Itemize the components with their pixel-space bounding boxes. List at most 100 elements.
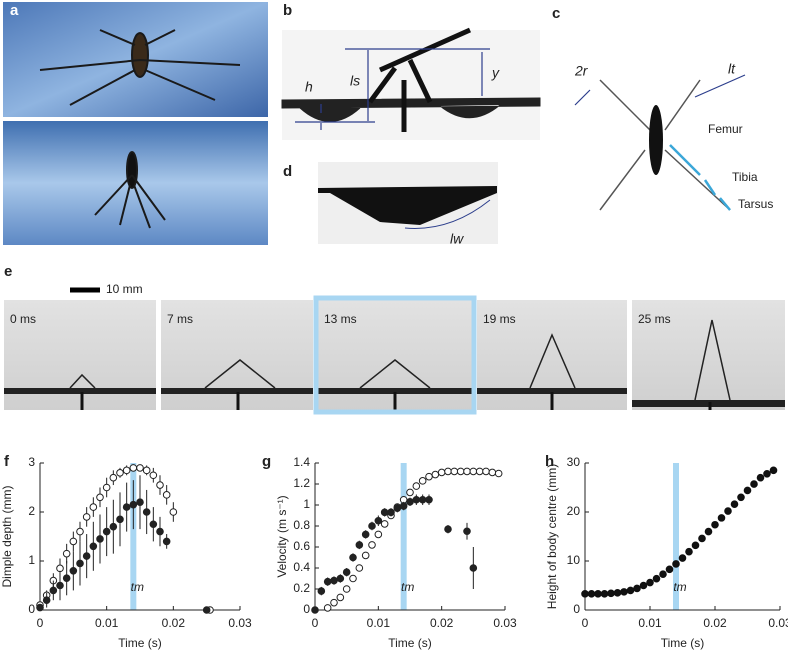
data-point xyxy=(594,590,602,598)
data-point xyxy=(49,586,58,595)
annotation-lines xyxy=(295,48,490,130)
data-point xyxy=(633,584,641,593)
data-point xyxy=(36,603,44,612)
data-point xyxy=(425,495,433,504)
x-tick-label: 0 xyxy=(37,616,44,630)
data-point xyxy=(399,502,408,510)
data-point xyxy=(463,527,471,536)
data-point xyxy=(678,554,687,562)
marker-label: tm xyxy=(401,580,414,594)
data-point xyxy=(743,486,752,495)
data-point xyxy=(769,466,778,475)
y-tick-label: 1 xyxy=(28,553,35,567)
data-point xyxy=(102,527,111,536)
y-tick-label: 0 xyxy=(303,602,310,616)
y-tick-label: 3 xyxy=(28,455,35,469)
data-point xyxy=(698,534,706,543)
data-point xyxy=(96,493,104,502)
data-point xyxy=(685,547,693,556)
x-tick-label: 0.02 xyxy=(430,616,454,630)
data-point xyxy=(323,604,332,612)
data-point xyxy=(317,587,326,595)
data-point xyxy=(368,522,376,530)
annotation: Tarsus xyxy=(738,197,773,211)
frame-label: 7 ms xyxy=(167,312,193,326)
y-tick-label: 0.8 xyxy=(293,518,310,532)
data-point xyxy=(336,574,345,583)
data-point xyxy=(406,488,414,497)
y-tick-label: 1 xyxy=(303,497,310,511)
data-point xyxy=(355,541,364,549)
dimple xyxy=(318,186,497,225)
data-point xyxy=(639,581,648,590)
data-point xyxy=(76,559,84,568)
data-point xyxy=(691,541,700,550)
data-point xyxy=(62,574,71,582)
data-point xyxy=(116,515,124,524)
data-point xyxy=(756,473,765,482)
annotation: lw xyxy=(450,231,464,247)
annotation: 2r xyxy=(574,63,589,79)
panel-letter: c xyxy=(552,5,560,22)
y-tick-label: 2 xyxy=(28,504,35,518)
segment-lines xyxy=(669,144,731,211)
data-point xyxy=(361,551,370,560)
data-point xyxy=(89,542,98,551)
data-point xyxy=(361,530,370,539)
annotation: y xyxy=(491,65,500,81)
data-point xyxy=(149,471,158,480)
data-point xyxy=(109,522,118,531)
y-tick-label: 1.2 xyxy=(293,476,310,490)
data-point xyxy=(323,577,332,586)
x-axis-label: Time (s) xyxy=(661,636,705,650)
data-point xyxy=(469,467,478,476)
data-point xyxy=(450,467,459,476)
data-point xyxy=(393,504,402,512)
data-point xyxy=(724,507,732,515)
y-axis-label: Height of body centre (mm) xyxy=(545,464,559,609)
panel-letter: d xyxy=(283,163,292,180)
frame-label: 0 ms xyxy=(10,312,36,326)
frame-label: 13 ms xyxy=(324,312,357,326)
x-tick-label: 0.03 xyxy=(493,616,517,630)
data-point xyxy=(56,564,64,573)
marker-label: tm xyxy=(131,580,144,594)
data-point xyxy=(488,468,497,477)
insect xyxy=(649,105,663,175)
data-point xyxy=(142,508,151,516)
data-point xyxy=(330,576,338,585)
data-point xyxy=(355,564,364,572)
data-point xyxy=(494,469,503,478)
panel-letter: e xyxy=(4,263,12,280)
y-tick-label: 30 xyxy=(567,455,581,469)
data-point xyxy=(406,498,414,506)
panel-letter: f xyxy=(4,453,10,470)
data-point xyxy=(380,520,389,528)
insect-legs xyxy=(599,79,731,211)
data-point xyxy=(587,590,596,598)
data-point xyxy=(82,513,91,521)
data-point xyxy=(600,590,609,598)
frame-label: 25 ms xyxy=(638,312,671,326)
data-point xyxy=(704,527,713,536)
data-point xyxy=(116,469,124,477)
data-point xyxy=(42,596,51,605)
data-point xyxy=(342,568,351,577)
data-point xyxy=(374,530,383,539)
frame-label: 19 ms xyxy=(483,312,516,326)
data-point xyxy=(626,586,635,595)
data-point xyxy=(82,552,91,560)
data-point xyxy=(730,500,739,508)
data-point xyxy=(56,581,64,590)
data-point xyxy=(69,537,78,546)
data-point xyxy=(380,508,389,517)
x-tick-label: 0.01 xyxy=(95,616,119,630)
marker-label: tm xyxy=(673,580,686,594)
data-point xyxy=(620,588,628,596)
y-tick-label: 10 xyxy=(567,553,581,567)
data-point xyxy=(129,500,138,509)
data-point xyxy=(750,480,758,488)
data-point xyxy=(336,593,345,602)
data-point xyxy=(444,467,452,476)
